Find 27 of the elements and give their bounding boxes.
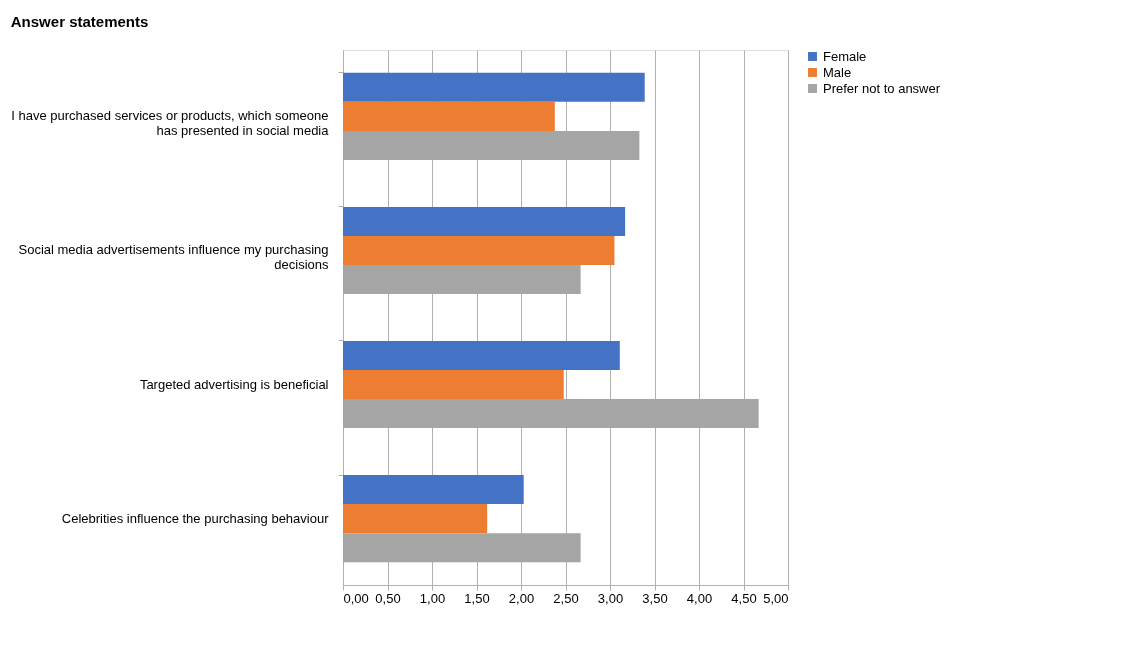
x-tick-label: 2,50 bbox=[553, 590, 579, 606]
legend-label: Male bbox=[823, 64, 852, 80]
x-tick-label: 1,00 bbox=[419, 590, 446, 606]
legend-label: Female bbox=[823, 48, 867, 64]
y-tick-label: Social media advertisements influence my purchasing decisions bbox=[18, 242, 329, 273]
x-tick-label: 4,00 bbox=[686, 590, 713, 606]
legend-label: Prefer not to answer bbox=[823, 80, 941, 96]
x-tick-label: 0,00 bbox=[343, 590, 369, 606]
x-tick-label: 4,50 bbox=[731, 590, 757, 606]
bar bbox=[343, 101, 555, 131]
x-tick-label: 1,50 bbox=[464, 590, 490, 606]
bar bbox=[343, 370, 564, 400]
text: Answer statements bbox=[10, 13, 149, 30]
bar bbox=[343, 475, 524, 505]
x-tick-label: 5,00 bbox=[763, 590, 789, 606]
bar bbox=[343, 206, 626, 236]
bar bbox=[343, 235, 615, 265]
bar bbox=[343, 504, 488, 534]
y-tick-label: I have purchased services or products, which someone has presented in social media bbox=[11, 108, 330, 139]
y-tick-label: Targeted advertising is beneficial bbox=[139, 376, 329, 392]
x-tick-label: 3,50 bbox=[642, 590, 668, 606]
x-tick-label: 2,00 bbox=[508, 590, 535, 606]
y-tick-label: Celebrities influence the purchasing behaviour bbox=[61, 510, 330, 526]
bar bbox=[343, 72, 645, 102]
x-tick-label: 3,00 bbox=[597, 590, 624, 606]
x-tick-label: 0,50 bbox=[375, 590, 401, 606]
bar bbox=[343, 340, 620, 371]
